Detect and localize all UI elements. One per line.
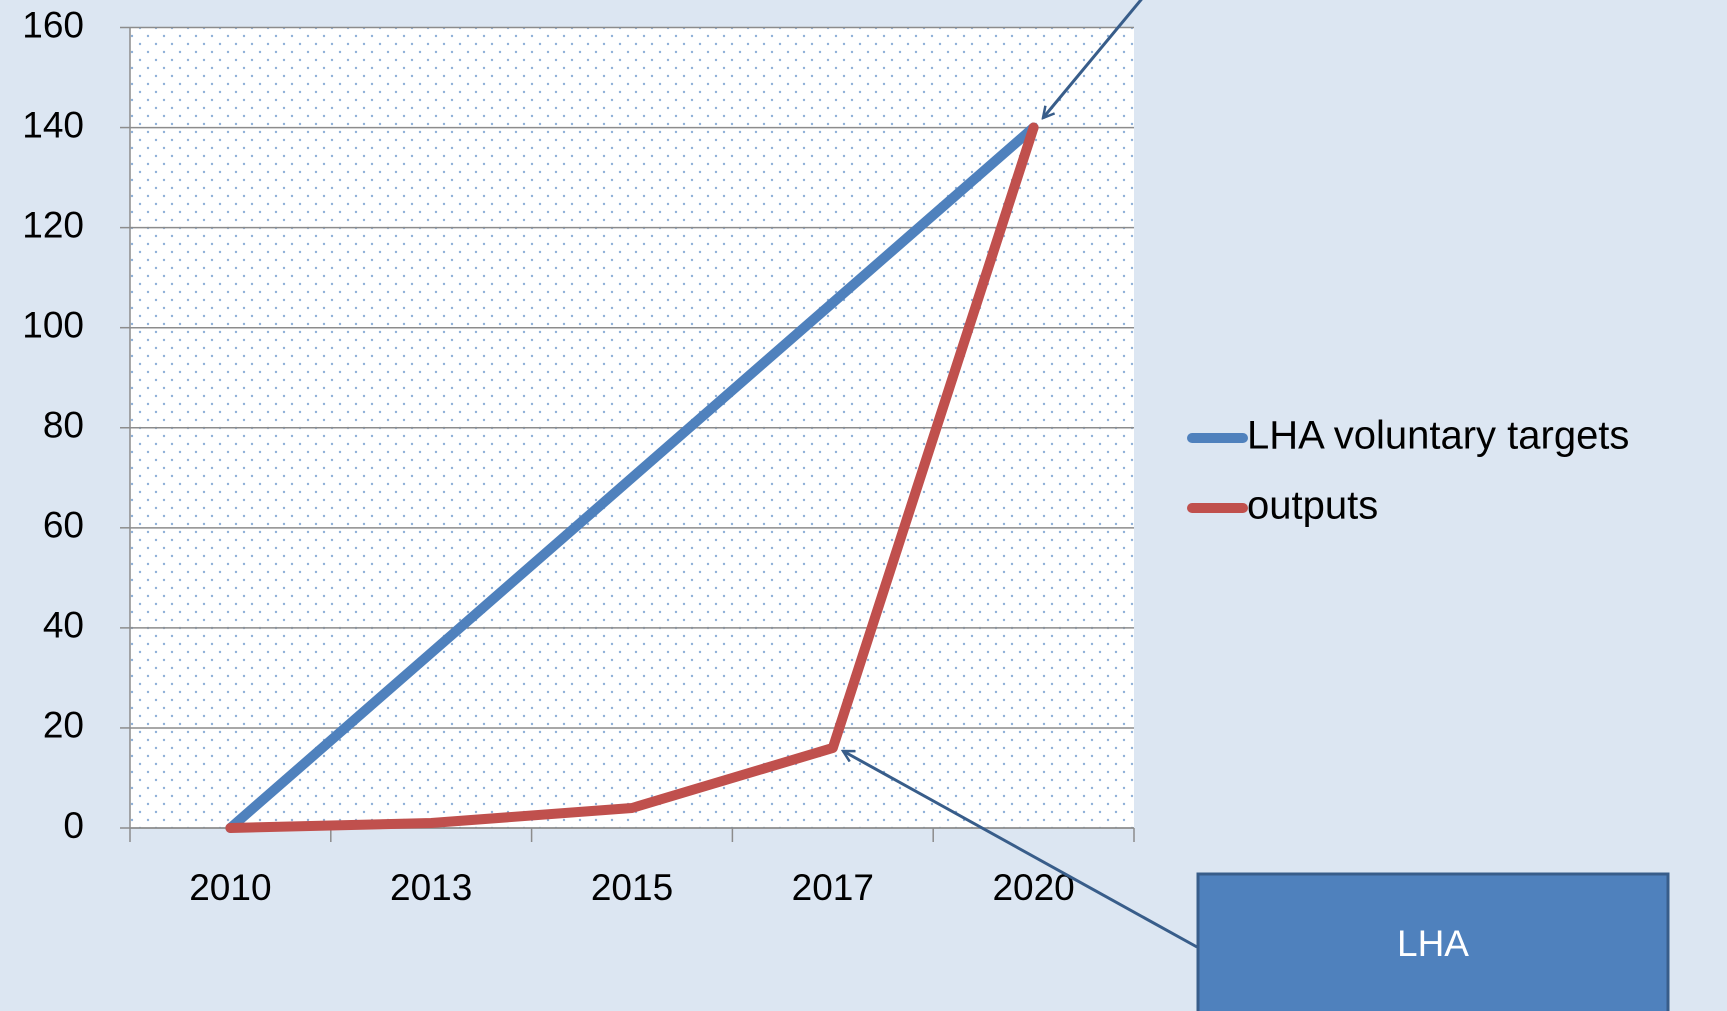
y-tick-label: 0: [63, 805, 84, 846]
y-tick-label: 160: [22, 4, 84, 45]
x-tick-label: 2010: [189, 867, 271, 908]
arrow: [1043, 0, 1143, 118]
annotation-box: [1196, 872, 1670, 1011]
x-tick-label: 2013: [390, 867, 472, 908]
legend-label: LHA voluntary targets: [1247, 414, 1629, 458]
y-tick-label: 140: [22, 104, 84, 145]
legend-label: outputs: [1247, 484, 1378, 528]
x-tick-label: 2020: [992, 867, 1074, 908]
y-tick-label: 120: [22, 204, 84, 245]
y-tick-label: 80: [43, 405, 84, 446]
x-tick-label: 2015: [591, 867, 673, 908]
y-tick-label: 40: [43, 605, 84, 646]
arrow: [843, 749, 1198, 949]
annotation: LHA: [1397, 923, 1469, 964]
y-tick-label: 20: [43, 705, 84, 746]
y-tick-label: 60: [43, 505, 84, 546]
series-line: [225, 122, 1039, 833]
series-line: [225, 122, 1039, 833]
x-tick-label: 2017: [792, 867, 874, 908]
y-tick-label: 100: [22, 304, 84, 345]
